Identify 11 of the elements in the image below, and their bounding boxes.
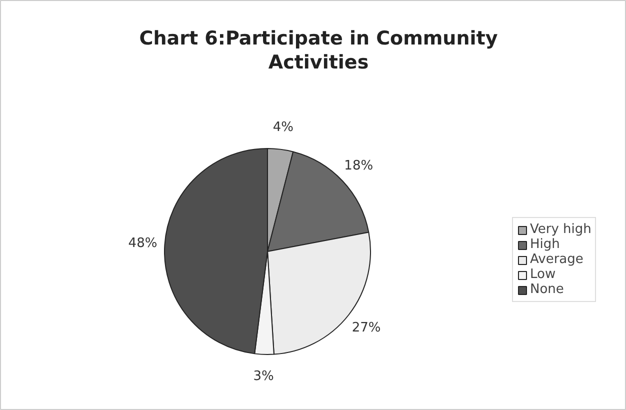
legend-label: Very high [530,222,592,237]
data-label: 3% [253,368,274,384]
legend-label: High [530,237,560,252]
data-label: 48% [128,236,158,252]
data-label: 4% [272,120,294,135]
legend-label: Average [530,252,584,267]
data-label: 27% [352,320,381,336]
legend-label: Low [530,267,556,282]
data-label: 18% [344,158,374,174]
chart-title: Chart 6:Participate in Community Activities [139,28,498,74]
legend-label: None [530,282,564,297]
